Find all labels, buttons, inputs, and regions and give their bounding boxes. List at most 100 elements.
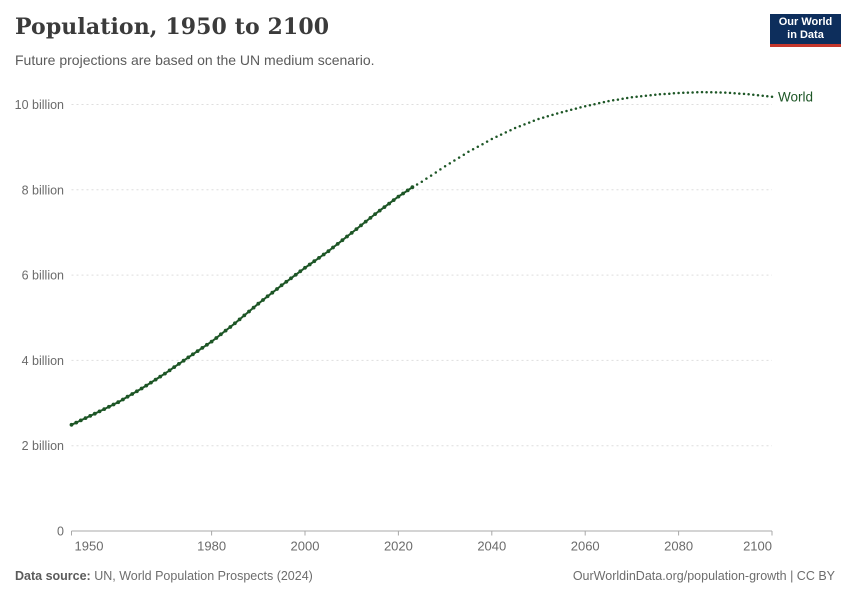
projection-point xyxy=(429,174,433,177)
projection-point xyxy=(495,135,498,139)
data-point xyxy=(223,328,228,333)
data-point xyxy=(326,249,331,254)
data-point xyxy=(387,201,391,206)
data-point xyxy=(349,231,354,235)
projection-point xyxy=(443,165,447,168)
data-point xyxy=(214,336,219,340)
data-point xyxy=(391,198,396,203)
projection-point xyxy=(467,150,470,154)
data-point xyxy=(405,188,410,193)
y-tick-label: 6 billion xyxy=(22,269,64,283)
data-point xyxy=(144,383,149,388)
projection-point xyxy=(630,95,634,99)
projection-point xyxy=(770,95,774,99)
data-point xyxy=(139,386,144,391)
data-point xyxy=(368,216,373,220)
data-point xyxy=(261,298,265,302)
projection-point xyxy=(513,126,517,130)
projection-point xyxy=(752,93,755,97)
projection-point xyxy=(733,91,736,95)
projection-point xyxy=(532,119,536,123)
projection-point xyxy=(682,91,685,95)
data-point xyxy=(177,362,181,366)
projection-point xyxy=(658,93,662,96)
projection-point xyxy=(761,94,764,98)
owid-logo-line1: Our World xyxy=(778,16,833,28)
data-point xyxy=(121,397,125,402)
data-point xyxy=(209,339,214,344)
projection-point xyxy=(639,94,643,98)
data-point xyxy=(125,394,130,399)
data-point xyxy=(340,238,345,243)
page-title: Population, 1950 to 2100 xyxy=(15,14,330,40)
projection-point xyxy=(672,92,676,95)
data-point xyxy=(256,301,261,306)
data-point xyxy=(382,205,387,210)
x-tick-label: 2040 xyxy=(477,539,506,554)
projection-point xyxy=(625,96,629,100)
series-label-world: World xyxy=(778,89,813,104)
data-point xyxy=(153,377,158,382)
owid-logo-line2: in Data xyxy=(787,29,824,41)
projection-point xyxy=(499,133,503,136)
owid-logo[interactable]: Our World in Data xyxy=(770,14,841,47)
data-point xyxy=(303,265,307,270)
data-point xyxy=(167,368,172,373)
projection-point xyxy=(551,113,554,117)
data-point xyxy=(317,256,321,260)
projection-point xyxy=(705,90,708,94)
projection-point xyxy=(677,91,680,95)
projection-point xyxy=(747,93,750,96)
data-point xyxy=(69,422,74,427)
data-point xyxy=(186,355,191,360)
x-tick-label: 2060 xyxy=(571,539,600,554)
projection-point xyxy=(574,107,578,110)
data-point xyxy=(111,402,116,407)
data-point xyxy=(88,414,93,418)
x-tick-label: 1950 xyxy=(75,539,104,554)
projection-point xyxy=(546,115,550,118)
projection-point xyxy=(766,95,769,98)
data-point xyxy=(172,365,177,369)
data-point xyxy=(237,317,242,322)
projection-point xyxy=(560,110,564,114)
projection-point xyxy=(518,124,522,128)
data-point xyxy=(219,332,223,337)
projection-point xyxy=(644,94,648,97)
projection-point xyxy=(654,93,657,96)
data-point xyxy=(228,325,233,329)
data-point xyxy=(158,374,163,379)
data-point xyxy=(78,418,83,423)
data-point xyxy=(107,404,111,409)
chart-subtitle: Future projections are based on the UN m… xyxy=(15,52,375,68)
data-point xyxy=(265,294,270,299)
data-point xyxy=(373,212,377,217)
projection-point xyxy=(728,91,732,95)
chart-footer: Data source: UN, World Population Prospe… xyxy=(15,569,835,583)
data-point xyxy=(289,276,293,281)
projection-point xyxy=(597,101,601,105)
data-point xyxy=(275,287,279,291)
projection-point xyxy=(462,153,466,156)
data-point xyxy=(307,262,312,267)
data-point xyxy=(149,380,153,385)
projection-point xyxy=(611,99,615,102)
projection-point xyxy=(635,95,638,98)
data-point xyxy=(359,223,363,228)
chart-header: Population, 1950 to 2100 Future projecti… xyxy=(0,0,850,80)
data-point xyxy=(191,352,195,357)
series-line-world xyxy=(71,186,413,426)
credit-link[interactable]: OurWorldinData.org/population-growth | C… xyxy=(572,569,835,583)
data-point xyxy=(102,407,107,411)
projection-point xyxy=(756,94,760,97)
data-point xyxy=(130,392,135,396)
data-point xyxy=(247,309,251,314)
x-tick-label: 1980 xyxy=(197,539,226,554)
projection-point xyxy=(569,108,573,112)
projection-point xyxy=(593,102,596,106)
projection-point xyxy=(555,112,559,115)
data-point xyxy=(92,411,97,416)
data-point xyxy=(116,400,121,405)
